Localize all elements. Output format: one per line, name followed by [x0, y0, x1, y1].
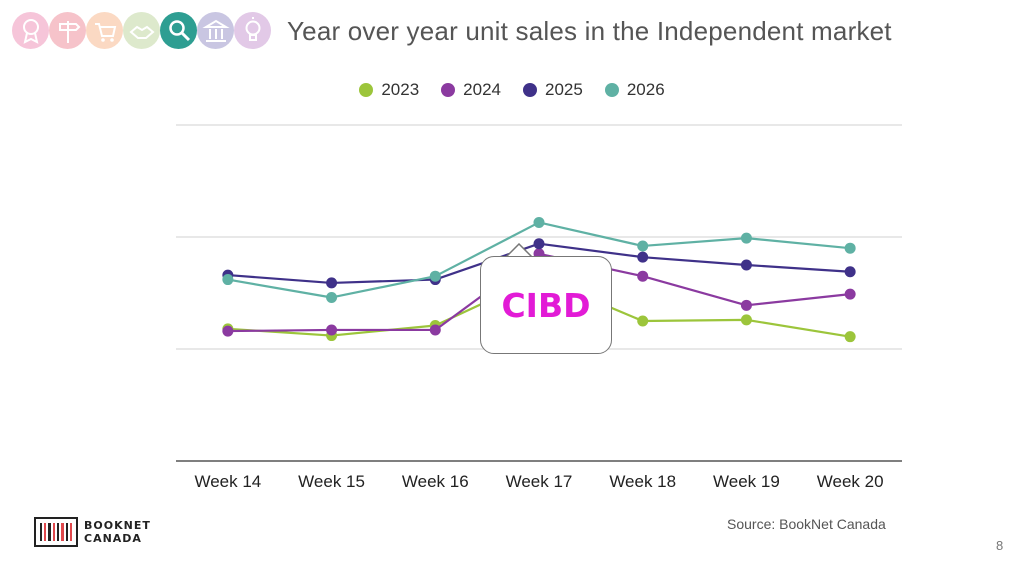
- logo-line-2: CANADA: [84, 532, 142, 545]
- legend-item-2025: 2025: [523, 80, 583, 100]
- barcode-book-icon: [34, 517, 78, 547]
- x-tick-label: Week 15: [298, 472, 365, 491]
- data-point-2024: [637, 270, 649, 282]
- page-title: Year over year unit sales in the Indepen…: [287, 16, 892, 46]
- data-point-2026: [326, 291, 338, 303]
- data-point-2023: [637, 315, 649, 327]
- logo-line-1: BOOKNET: [84, 519, 151, 532]
- data-point-2024: [326, 324, 338, 336]
- data-point-2025: [326, 277, 338, 289]
- legend-label-2024: 2024: [463, 80, 501, 99]
- x-tick-label: Week 20: [817, 472, 884, 491]
- data-point-2026: [533, 216, 545, 228]
- chart-legend: 2023 2024 2025 2026: [0, 80, 1024, 100]
- lightbulb-icon: [234, 12, 271, 49]
- cibd-callout: CIBD: [480, 256, 612, 354]
- legend-item-2024: 2024: [441, 80, 501, 100]
- legend-label-2025: 2025: [545, 80, 583, 99]
- library-icon: [197, 12, 234, 49]
- data-point-2025: [637, 251, 649, 263]
- legend-marker-2025: [523, 83, 537, 97]
- data-point-2024: [844, 288, 856, 300]
- legend-label-2023: 2023: [381, 80, 420, 99]
- data-point-2026: [222, 274, 234, 286]
- callout-label: CIBD: [501, 285, 591, 325]
- legend-item-2026: 2026: [604, 80, 665, 100]
- handshake-icon: [123, 12, 160, 49]
- data-point-2024: [740, 299, 752, 311]
- award-icon: [12, 12, 49, 49]
- data-point-2025: [740, 259, 752, 271]
- legend-marker-2023: [359, 83, 374, 97]
- legend-marker-2026: [604, 83, 619, 97]
- data-point-2025: [844, 266, 856, 278]
- x-tick-label: Week 17: [506, 472, 573, 491]
- legend-label-2026: 2026: [626, 80, 665, 99]
- booknet-logo: BOOKNET CANADA: [34, 516, 151, 548]
- shopping-cart-icon: [86, 12, 123, 49]
- data-point-2024: [429, 324, 441, 336]
- signpost-icon: [49, 12, 86, 49]
- data-point-2026: [637, 240, 649, 252]
- data-point-2026: [429, 270, 441, 282]
- data-point-2023: [844, 331, 856, 343]
- data-point-2026: [844, 242, 856, 254]
- data-point-2026: [740, 232, 752, 244]
- legend-marker-2024: [441, 83, 456, 97]
- page-number: 8: [996, 538, 1004, 553]
- data-point-2023: [740, 314, 752, 326]
- x-tick-label: Week 19: [713, 472, 780, 491]
- x-tick-label: Week 14: [194, 472, 261, 491]
- magnifier-icon: [160, 12, 197, 49]
- x-tick-label: Week 16: [402, 472, 469, 491]
- x-tick-label: Week 18: [609, 472, 676, 491]
- legend-item-2023: 2023: [359, 80, 419, 100]
- data-point-2025: [533, 238, 545, 250]
- data-point-2024: [222, 325, 234, 337]
- source-note: Source: BookNet Canada: [727, 516, 886, 532]
